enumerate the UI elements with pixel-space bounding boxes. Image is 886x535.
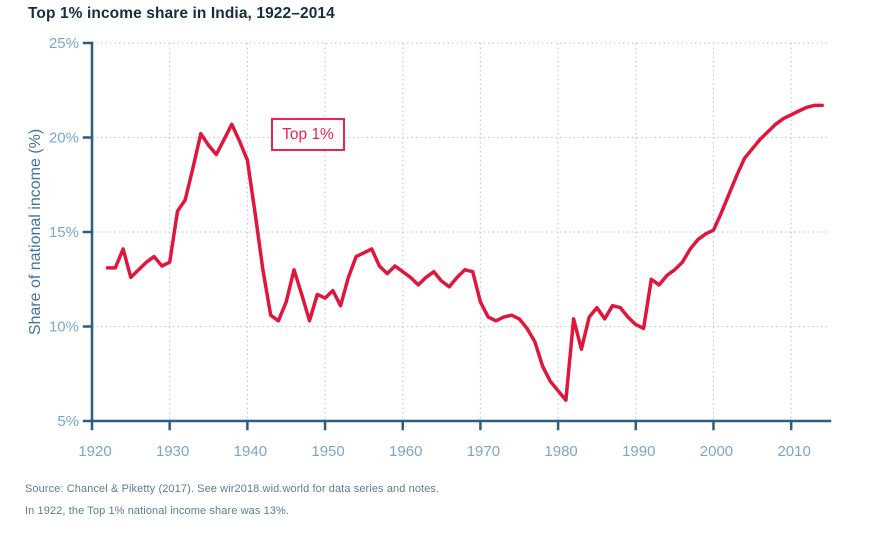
y-tick-label: 25% (49, 35, 79, 52)
y-tick-label: 5% (57, 413, 79, 430)
x-tick-label: 1970 (467, 443, 500, 460)
x-tick-label: 1980 (544, 443, 577, 460)
axes (82, 41, 832, 431)
x-tick-label: 1990 (622, 443, 655, 460)
series-label-top1-box: Top 1% (271, 118, 345, 151)
gridlines (92, 42, 830, 421)
x-tick-label: 1940 (234, 443, 267, 460)
income-share-series (105, 103, 824, 402)
x-tick-label: 2000 (700, 443, 733, 460)
x-tick-label: 1920 (78, 443, 111, 460)
y-tick-label: 10% (49, 319, 79, 336)
series-label-top1: Top 1% (282, 125, 334, 143)
tick-labels: 5% 10% 15% 20% 25% 1920 1930 1940 1950 1960 1970 19… (49, 35, 811, 460)
x-tick-label: 1950 (311, 443, 344, 460)
line-chart: 5% 10% 15% 20% 25% 1920 1930 1940 1950 1960 1970 19… (27, 35, 832, 460)
page-title: Top 1% income share in India, 1922–2014 (28, 5, 335, 22)
y-tick-label: 15% (49, 224, 79, 241)
y-axis-title: Share of national income (%) (27, 129, 44, 335)
footnote-1922-value: In 1922, the Top 1% national income shar… (25, 505, 290, 517)
source-note: Source: Chancel & Piketty (2017). See wi… (25, 483, 440, 495)
x-tick-label: 1960 (389, 443, 422, 460)
x-tick-label: 2010 (777, 443, 810, 460)
x-tick-label: 1930 (156, 443, 189, 460)
top1-income-share-line (105, 103, 824, 402)
y-tick-label: 20% (49, 130, 79, 147)
